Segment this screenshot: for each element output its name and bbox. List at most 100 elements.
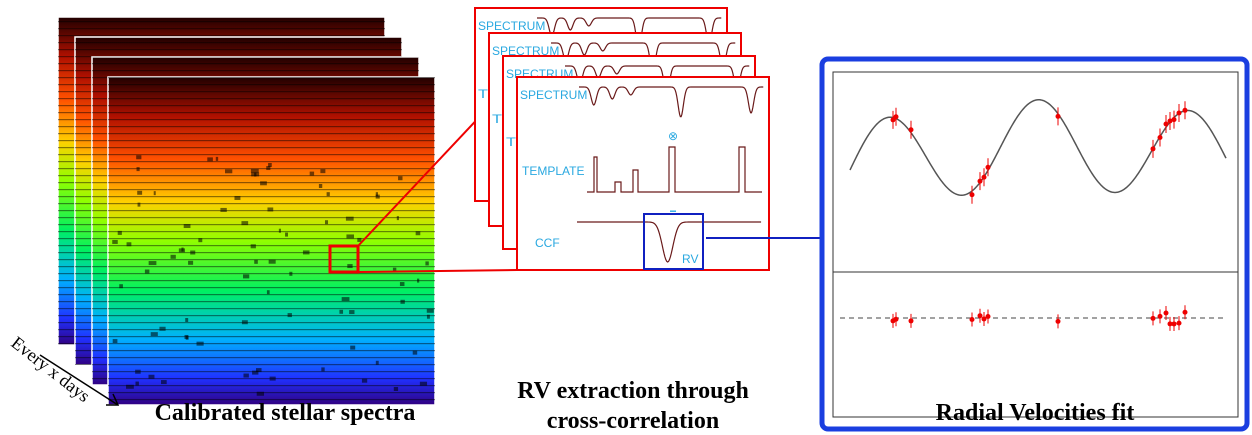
absorption-line — [113, 339, 118, 343]
absorption-line — [185, 318, 188, 322]
rv-point — [1164, 122, 1169, 127]
absorption-line — [148, 375, 154, 379]
absorption-line — [321, 367, 324, 371]
ccf-label: CCF — [535, 236, 560, 250]
rv-point — [1056, 114, 1061, 119]
absorption-line — [350, 346, 355, 350]
absorption-line — [251, 244, 256, 248]
absorption-line — [119, 284, 123, 288]
absorption-line — [197, 342, 204, 346]
absorption-line — [413, 351, 417, 355]
absorption-line — [181, 248, 183, 252]
absorption-line — [362, 379, 367, 383]
rv-panel — [822, 59, 1247, 429]
absorption-line — [327, 192, 330, 196]
spectra-stack — [58, 17, 435, 405]
absorption-line — [137, 167, 140, 171]
absorption-line — [342, 297, 350, 301]
absorption-line — [242, 320, 248, 324]
absorption-line — [398, 176, 402, 180]
caption: Radial Velocities fit — [936, 400, 1135, 426]
template-label: TEMPLATE — [522, 164, 584, 178]
absorption-line — [416, 231, 421, 235]
rv-point — [1172, 117, 1177, 122]
absorption-line — [241, 221, 248, 225]
absorption-line — [346, 234, 354, 238]
residual-point — [1056, 319, 1061, 324]
absorption-line — [285, 233, 288, 237]
rv-point — [970, 192, 975, 197]
absorption-line — [349, 310, 354, 314]
absorption-line — [260, 181, 267, 185]
rv-point — [982, 175, 987, 180]
residual-point — [1151, 316, 1156, 321]
rv-label: RV — [682, 252, 698, 266]
absorption-line — [254, 260, 258, 264]
template-label: T — [506, 135, 517, 149]
absorption-line — [346, 217, 354, 221]
absorption-line — [320, 169, 325, 173]
absorption-line — [425, 261, 428, 265]
absorption-line — [112, 240, 118, 244]
absorption-line — [420, 382, 427, 386]
rv-point — [909, 127, 914, 132]
absorption-line — [252, 371, 258, 375]
residual-point — [1183, 310, 1188, 315]
absorption-line — [225, 169, 232, 173]
absorption-line — [267, 207, 273, 211]
rv-point — [1183, 108, 1188, 113]
rv-point — [894, 114, 899, 119]
absorption-line — [151, 332, 158, 336]
absorption-line — [289, 272, 292, 276]
absorption-line — [257, 392, 264, 396]
caption: Calibrated stellar spectra — [155, 400, 416, 426]
absorption-line — [376, 361, 379, 365]
absorption-line — [185, 335, 189, 339]
absorption-line — [427, 309, 434, 313]
absorption-line — [251, 172, 259, 176]
absorption-line — [357, 238, 361, 242]
rv-point — [986, 165, 991, 170]
rv-point — [978, 179, 983, 184]
residual-point — [1164, 310, 1169, 315]
absorption-line — [220, 208, 226, 212]
absorption-line — [127, 242, 132, 246]
spectrum-label: SPECTRUM — [520, 88, 587, 102]
rv-point — [1158, 135, 1163, 140]
rv-frame — [822, 59, 1247, 429]
absorption-line — [149, 261, 157, 265]
absorption-line — [339, 310, 343, 314]
absorption-line — [159, 327, 165, 331]
absorption-line — [251, 169, 259, 173]
absorption-line — [135, 382, 138, 386]
absorption-line — [417, 279, 419, 283]
residual-point — [1172, 321, 1177, 326]
absorption-line — [184, 224, 191, 228]
absorption-line — [145, 270, 149, 274]
absorption-line — [266, 166, 270, 170]
absorption-line — [161, 380, 167, 384]
residual-point — [978, 313, 983, 318]
absorption-line — [135, 370, 141, 374]
absorption-line — [270, 377, 276, 381]
residual-point — [986, 314, 991, 319]
multiply-symbol: ⊗ — [668, 129, 678, 143]
absorption-line — [207, 157, 213, 161]
absorption-line — [188, 261, 193, 265]
spectrum-orders — [108, 77, 435, 405]
rv-point — [1151, 146, 1156, 151]
absorption-line — [394, 387, 398, 391]
absorption-line — [243, 274, 249, 278]
absorption-line — [319, 184, 322, 188]
absorption-line — [269, 260, 276, 264]
residual-point — [970, 317, 975, 322]
absorption-line — [216, 157, 218, 161]
rv-point — [1177, 110, 1182, 115]
absorption-line — [267, 290, 270, 294]
absorption-line — [118, 231, 122, 235]
absorption-line — [243, 374, 248, 378]
template-label: T — [478, 87, 489, 101]
absorption-line — [400, 300, 404, 304]
absorption-line — [154, 191, 156, 195]
absorption-line — [397, 216, 399, 220]
